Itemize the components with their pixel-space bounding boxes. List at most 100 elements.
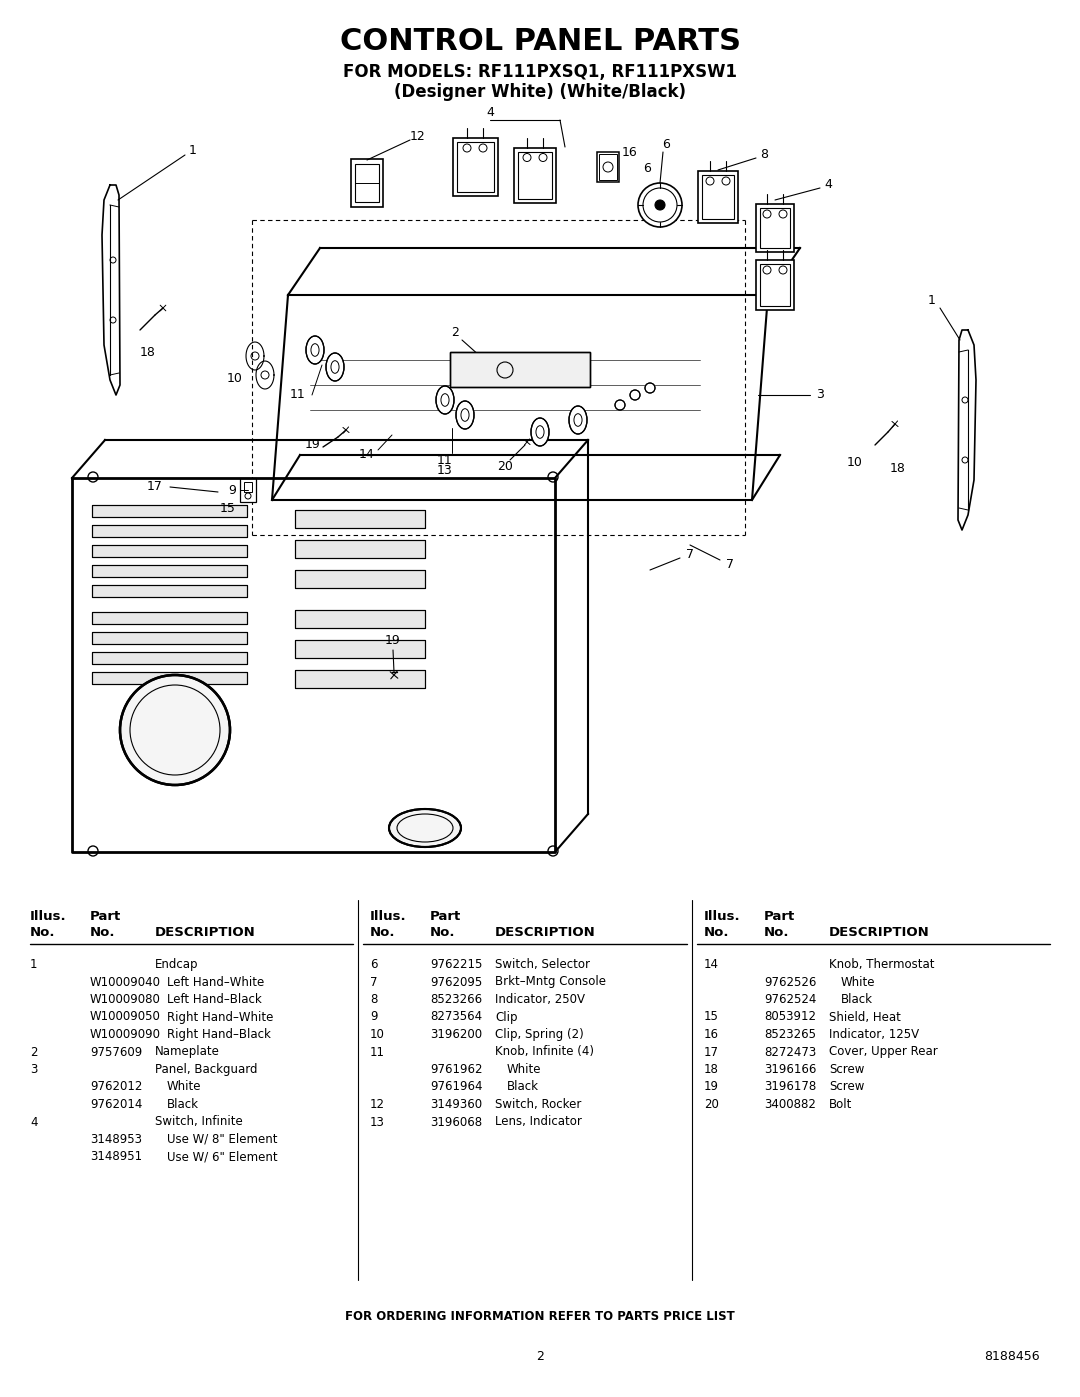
Ellipse shape [436, 386, 454, 414]
Circle shape [762, 210, 771, 218]
Text: W10009040: W10009040 [90, 975, 161, 989]
Bar [453, 138, 498, 196]
Bar [92, 631, 247, 644]
Text: Knob, Infinite (4): Knob, Infinite (4) [495, 1045, 594, 1059]
Text: W10009080: W10009080 [90, 993, 161, 1006]
Bar [92, 545, 247, 557]
Circle shape [779, 265, 787, 274]
Text: 9757609: 9757609 [90, 1045, 143, 1059]
Text: 16: 16 [622, 145, 638, 158]
Text: 15: 15 [220, 502, 235, 514]
Text: 1: 1 [189, 144, 197, 158]
Text: Part: Part [764, 909, 795, 923]
Text: 8: 8 [760, 148, 768, 162]
Text: No.: No. [370, 926, 395, 939]
Text: 13: 13 [437, 464, 453, 476]
Text: 16: 16 [704, 1028, 719, 1041]
Text: 17: 17 [147, 481, 163, 493]
Text: 14: 14 [704, 958, 719, 971]
Bar [92, 631, 247, 644]
Text: 8273564: 8273564 [430, 1010, 482, 1024]
Bar [92, 525, 247, 536]
Text: 18: 18 [704, 1063, 719, 1076]
Text: 7: 7 [686, 549, 694, 562]
Text: 19: 19 [306, 439, 321, 451]
Bar [514, 148, 556, 203]
Circle shape [480, 144, 487, 152]
Circle shape [463, 144, 471, 152]
Text: Illus.: Illus. [370, 909, 407, 923]
Text: Shield, Heat: Shield, Heat [829, 1010, 901, 1024]
Circle shape [706, 177, 714, 184]
Text: Knob, Thermostat: Knob, Thermostat [829, 958, 934, 971]
Text: Use W/ 8" Element: Use W/ 8" Element [167, 1133, 278, 1146]
Text: 19: 19 [704, 1080, 719, 1094]
Text: 18: 18 [140, 345, 156, 359]
Bar [92, 525, 247, 536]
Bar [295, 570, 426, 588]
Ellipse shape [531, 418, 549, 446]
Bar [92, 672, 247, 685]
Bar [92, 652, 247, 664]
Text: 8272473: 8272473 [764, 1045, 816, 1059]
Bar [92, 504, 247, 517]
Text: DESCRIPTION: DESCRIPTION [156, 926, 256, 939]
Ellipse shape [306, 337, 324, 365]
Text: Illus.: Illus. [704, 909, 741, 923]
Text: Panel, Backguard: Panel, Backguard [156, 1063, 257, 1076]
Text: 6: 6 [643, 162, 651, 175]
Circle shape [615, 400, 625, 409]
Text: CONTROL PANEL PARTS: CONTROL PANEL PARTS [339, 28, 741, 56]
Text: DESCRIPTION: DESCRIPTION [829, 926, 930, 939]
Text: 20: 20 [704, 1098, 719, 1111]
Circle shape [539, 154, 546, 162]
Text: FOR MODELS: RF111PXSQ1, RF111PXSW1: FOR MODELS: RF111PXSQ1, RF111PXSW1 [343, 63, 737, 81]
Bar [240, 478, 256, 502]
Circle shape [523, 154, 531, 162]
Text: Switch, Selector: Switch, Selector [495, 958, 590, 971]
Text: 20: 20 [497, 461, 513, 474]
Ellipse shape [456, 401, 474, 429]
Circle shape [654, 200, 665, 210]
Text: Left Hand–Black: Left Hand–Black [167, 993, 261, 1006]
Text: FOR ORDERING INFORMATION REFER TO PARTS PRICE LIST: FOR ORDERING INFORMATION REFER TO PARTS … [346, 1310, 734, 1323]
Text: No.: No. [30, 926, 55, 939]
Text: 7: 7 [726, 559, 734, 571]
Text: Brkt–Mntg Console: Brkt–Mntg Console [495, 975, 606, 989]
Text: No.: No. [430, 926, 456, 939]
Text: 4: 4 [824, 179, 832, 191]
Bar [295, 570, 426, 588]
Text: 6: 6 [662, 138, 670, 151]
Bar [92, 612, 247, 624]
Bar [599, 154, 617, 180]
Text: 3149360: 3149360 [430, 1098, 482, 1111]
Text: 9761964: 9761964 [430, 1080, 483, 1094]
Bar [295, 671, 426, 687]
Text: Right Hand–Black: Right Hand–Black [167, 1028, 271, 1041]
Text: 14: 14 [360, 448, 375, 461]
Text: W10009090: W10009090 [90, 1028, 161, 1041]
Bar [355, 163, 379, 203]
Bar [295, 671, 426, 687]
Bar [756, 260, 794, 310]
Bar [351, 159, 383, 207]
Text: 17: 17 [704, 1045, 719, 1059]
Bar [295, 541, 426, 557]
Text: 19: 19 [386, 633, 401, 647]
Text: 12: 12 [370, 1098, 384, 1111]
Text: Bolt: Bolt [829, 1098, 852, 1111]
Text: 8523266: 8523266 [430, 993, 482, 1006]
Bar [295, 610, 426, 629]
Text: 3196068: 3196068 [430, 1115, 482, 1129]
Text: Clip: Clip [495, 1010, 517, 1024]
Text: W10009050: W10009050 [90, 1010, 161, 1024]
Text: 3196166: 3196166 [764, 1063, 816, 1076]
Text: Cover, Upper Rear: Cover, Upper Rear [829, 1045, 937, 1059]
Text: 8053912: 8053912 [764, 1010, 816, 1024]
Circle shape [645, 383, 654, 393]
Text: 9: 9 [370, 1010, 378, 1024]
Bar [457, 142, 494, 191]
Text: 3: 3 [30, 1063, 38, 1076]
Text: Black: Black [841, 993, 873, 1006]
Bar [760, 264, 789, 306]
